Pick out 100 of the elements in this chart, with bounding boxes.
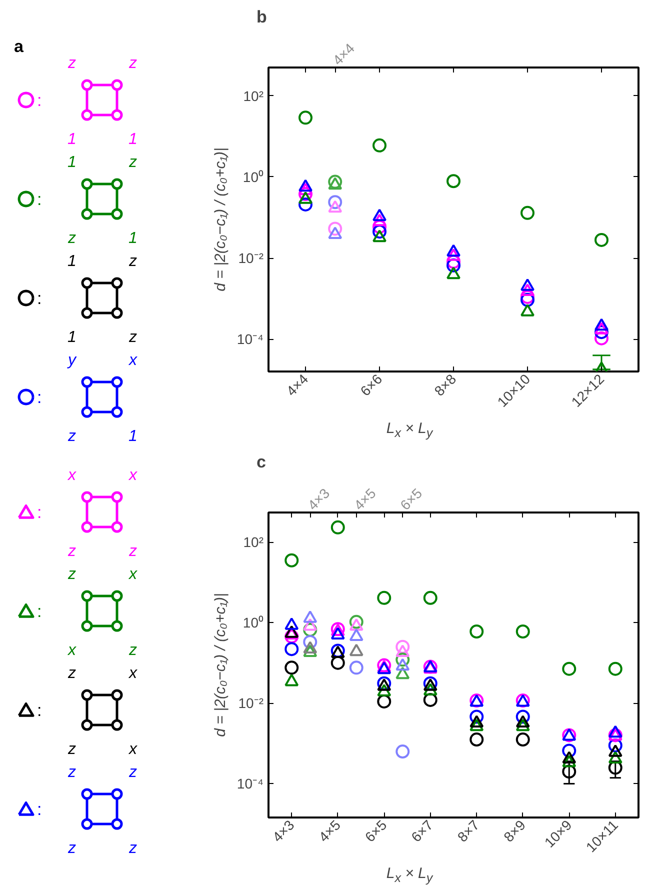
- text: z: [128, 840, 137, 857]
- point: [423, 590, 438, 605]
- point: [423, 692, 438, 707]
- chart-title: b: [256, 8, 267, 26]
- text: 1: [68, 253, 76, 270]
- text: :: [37, 91, 42, 110]
- point: [372, 138, 386, 152]
- point: [328, 174, 342, 189]
- point: [516, 710, 530, 724]
- point: [284, 674, 299, 686]
- point: [372, 208, 386, 222]
- point: [608, 725, 622, 738]
- point: [608, 760, 622, 775]
- text: x: [67, 467, 77, 484]
- point: [562, 754, 576, 768]
- point: [330, 656, 345, 670]
- point: [520, 278, 534, 291]
- point: [446, 254, 460, 269]
- point: [516, 715, 530, 728]
- text: z: [128, 55, 137, 72]
- point: [303, 622, 318, 637]
- point: [303, 641, 318, 654]
- x-tick-label: 4×3: [269, 816, 298, 845]
- point: [284, 642, 299, 656]
- x-tick-label: 8×7: [454, 816, 482, 845]
- point: [594, 318, 608, 331]
- text: 1: [68, 154, 76, 171]
- point: [608, 744, 622, 757]
- point: [396, 744, 410, 758]
- point: [594, 232, 608, 247]
- annotation: 4×3: [304, 484, 333, 514]
- point: [298, 191, 312, 204]
- point: [330, 627, 345, 640]
- text: :: [37, 190, 42, 209]
- text: z: [128, 329, 137, 346]
- text: x: [128, 665, 138, 682]
- x-tick-label: 6×7: [408, 816, 436, 845]
- point: [298, 182, 312, 196]
- text: z: [128, 642, 137, 659]
- point: [372, 224, 386, 239]
- point: [396, 666, 410, 680]
- y-axis-title: d = |2(c₀−c₁) / (c₀+c₁)|: [212, 593, 229, 737]
- point: [520, 284, 534, 296]
- point: [562, 751, 576, 764]
- point: [594, 322, 608, 334]
- point: [303, 610, 318, 623]
- text: :: [37, 701, 42, 720]
- text: 1: [128, 428, 138, 445]
- text: z: [128, 764, 137, 781]
- text: z: [67, 230, 76, 247]
- text: z: [128, 154, 137, 171]
- point: [516, 718, 530, 732]
- point: [328, 226, 342, 240]
- text: :: [37, 289, 42, 308]
- text: :: [37, 388, 42, 407]
- point: [470, 732, 484, 747]
- point: [423, 676, 438, 690]
- point: [562, 662, 576, 676]
- point: [284, 553, 299, 568]
- y-tick-label: 10⁻²: [238, 250, 264, 266]
- text: z: [67, 543, 76, 560]
- y-tick-label: 10⁻⁴: [236, 331, 264, 348]
- annotation: 4×5: [350, 484, 379, 514]
- text: z: [67, 741, 76, 758]
- x-tick-label: 6×6: [357, 370, 386, 399]
- point: [298, 110, 312, 125]
- point: [396, 652, 410, 667]
- point: [520, 290, 534, 304]
- annotation: 6×5: [396, 484, 426, 514]
- point: [372, 230, 386, 242]
- x-tick-label: 4×4: [283, 370, 312, 399]
- text: a: [14, 37, 24, 56]
- point: [396, 644, 410, 658]
- point: [330, 520, 345, 534]
- point: [328, 200, 342, 213]
- point: [520, 304, 534, 316]
- point: [516, 732, 530, 747]
- point: [377, 694, 392, 708]
- point: [284, 660, 299, 675]
- text: z: [67, 665, 76, 682]
- y-axis-title: d = |2(c₀−c₁) / (c₀+c₁)|: [212, 148, 229, 292]
- point: [284, 617, 299, 630]
- x-tick-label: 6×5: [362, 816, 390, 845]
- point: [377, 590, 392, 605]
- point: [372, 214, 386, 226]
- point: [396, 640, 410, 654]
- text: :: [37, 800, 42, 819]
- point: [303, 618, 318, 631]
- text: z: [67, 55, 76, 72]
- point: [328, 177, 342, 190]
- point: [562, 764, 576, 779]
- text: 1: [68, 131, 76, 148]
- point: [349, 618, 364, 631]
- point: [396, 658, 410, 671]
- point: [446, 266, 460, 280]
- text: 1: [128, 131, 138, 148]
- point: [562, 744, 576, 758]
- point: [349, 628, 364, 642]
- text: :: [37, 503, 42, 522]
- point: [470, 718, 484, 732]
